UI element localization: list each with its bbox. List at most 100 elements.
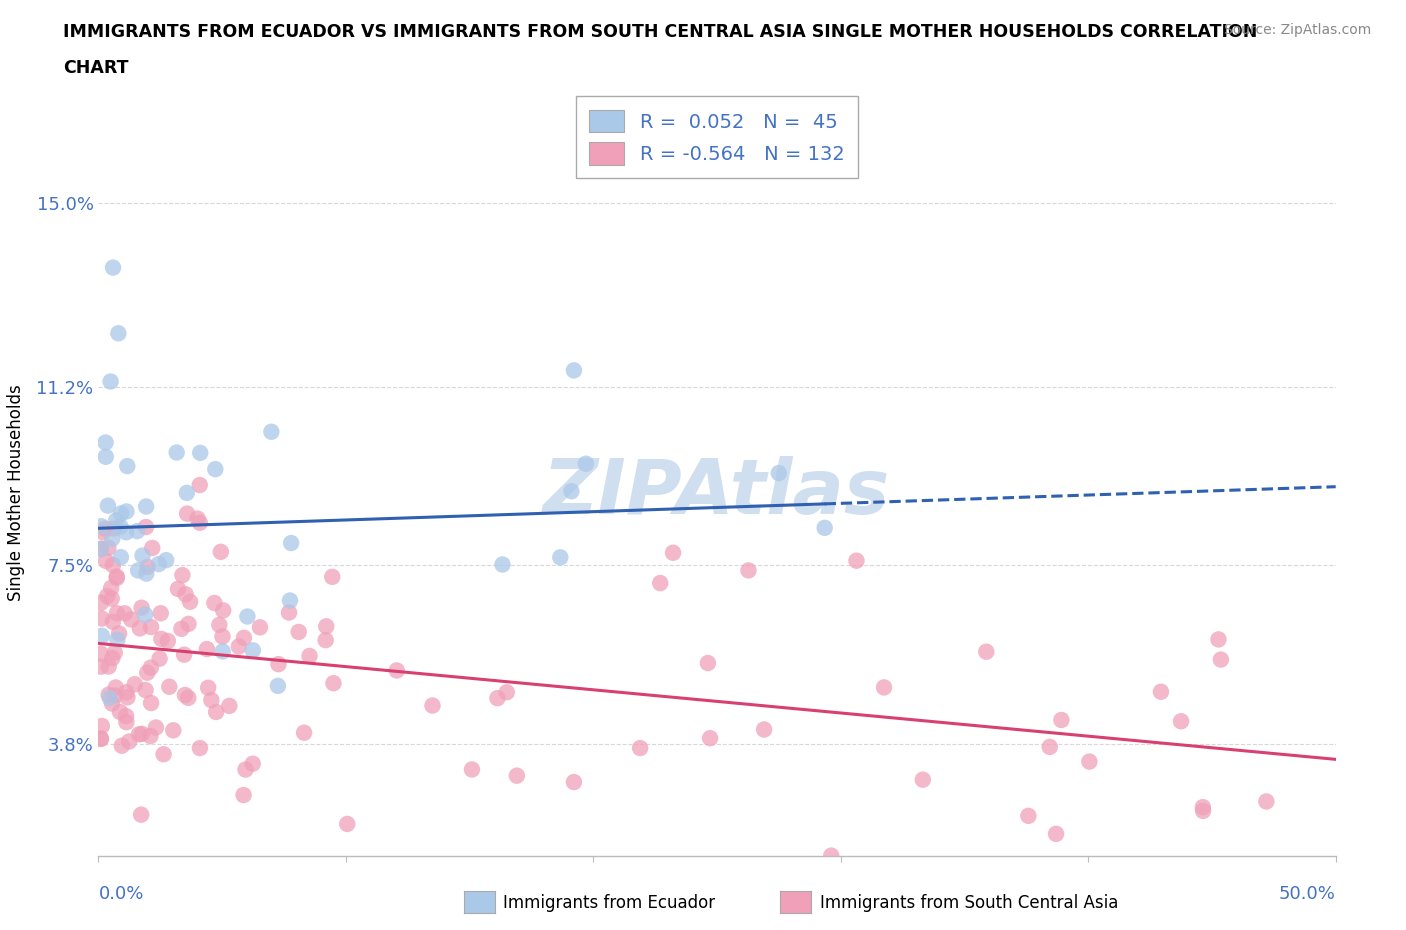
Point bbox=[232, 788, 254, 803]
Point bbox=[124, 677, 146, 692]
Point bbox=[1209, 652, 1232, 667]
Point bbox=[292, 725, 315, 740]
Point bbox=[111, 738, 134, 753]
Point bbox=[188, 478, 211, 493]
Point bbox=[155, 552, 177, 567]
Point bbox=[101, 651, 124, 666]
Point bbox=[1045, 827, 1067, 842]
Point bbox=[101, 260, 124, 275]
Point bbox=[662, 545, 685, 560]
Y-axis label: Single Mother Households: Single Mother Households bbox=[7, 384, 25, 602]
Point bbox=[131, 600, 153, 615]
Point bbox=[131, 726, 153, 741]
Point bbox=[120, 612, 142, 627]
Legend: R =  0.052   N =  45, R = -0.564   N = 132: R = 0.052 N = 45, R = -0.564 N = 132 bbox=[576, 97, 858, 179]
Point bbox=[90, 541, 112, 556]
Point bbox=[228, 639, 250, 654]
Point bbox=[90, 731, 112, 746]
Point bbox=[491, 557, 513, 572]
Point bbox=[139, 696, 162, 711]
Point bbox=[110, 550, 132, 565]
Point bbox=[152, 747, 174, 762]
Point bbox=[236, 609, 259, 624]
Point bbox=[103, 521, 125, 536]
Point bbox=[200, 693, 222, 708]
Point bbox=[218, 698, 240, 713]
Point bbox=[1170, 714, 1192, 729]
Point bbox=[135, 566, 157, 581]
Point bbox=[108, 626, 131, 641]
Point bbox=[115, 684, 138, 699]
Point bbox=[115, 504, 138, 519]
Point bbox=[150, 631, 173, 646]
Point bbox=[1050, 712, 1073, 727]
Point bbox=[135, 683, 157, 698]
Point bbox=[90, 519, 112, 534]
Point bbox=[278, 593, 301, 608]
Point bbox=[118, 734, 141, 749]
Point bbox=[486, 691, 509, 706]
Point bbox=[105, 569, 128, 584]
Point bbox=[145, 720, 167, 735]
Point bbox=[873, 680, 896, 695]
Point bbox=[235, 762, 257, 777]
Point bbox=[101, 615, 124, 630]
Point bbox=[188, 445, 211, 460]
Point bbox=[98, 691, 121, 706]
Text: IMMIGRANTS FROM ECUADOR VS IMMIGRANTS FROM SOUTH CENTRAL ASIA SINGLE MOTHER HOUS: IMMIGRANTS FROM ECUADOR VS IMMIGRANTS FR… bbox=[63, 23, 1257, 41]
Point bbox=[322, 676, 344, 691]
Point bbox=[267, 657, 290, 671]
Point bbox=[422, 698, 444, 713]
Point bbox=[814, 521, 837, 536]
Point bbox=[101, 558, 124, 573]
Point bbox=[336, 817, 359, 831]
Point bbox=[628, 740, 651, 755]
Text: CHART: CHART bbox=[63, 59, 129, 76]
Point bbox=[90, 659, 112, 674]
Point bbox=[278, 605, 301, 620]
Point bbox=[139, 660, 162, 675]
Point bbox=[148, 651, 170, 666]
Point bbox=[737, 563, 759, 578]
Point bbox=[90, 629, 112, 644]
Point bbox=[135, 499, 157, 514]
Point bbox=[562, 775, 585, 790]
Point bbox=[90, 595, 112, 610]
Text: 0.0%: 0.0% bbox=[98, 884, 143, 903]
Point bbox=[560, 484, 582, 498]
Point bbox=[135, 520, 157, 535]
Point bbox=[94, 521, 117, 536]
Point bbox=[287, 624, 309, 639]
Point bbox=[177, 690, 200, 705]
Point bbox=[562, 363, 585, 378]
Point bbox=[90, 611, 112, 626]
Point bbox=[1256, 794, 1278, 809]
Point bbox=[211, 629, 233, 644]
Point bbox=[650, 576, 672, 591]
Point bbox=[136, 560, 159, 575]
Point bbox=[90, 732, 112, 747]
Text: ZIPAtlas: ZIPAtlas bbox=[543, 456, 891, 530]
Text: 50.0%: 50.0% bbox=[1279, 884, 1336, 903]
Point bbox=[211, 644, 233, 658]
Point bbox=[128, 727, 150, 742]
Point bbox=[97, 687, 120, 702]
Point bbox=[188, 740, 211, 755]
Point bbox=[105, 513, 128, 528]
Text: Source: ZipAtlas.com: Source: ZipAtlas.com bbox=[1223, 23, 1371, 37]
Point bbox=[385, 663, 408, 678]
Point bbox=[1078, 754, 1101, 769]
Point bbox=[156, 633, 179, 648]
Point bbox=[131, 548, 153, 563]
Point bbox=[820, 848, 842, 863]
Point bbox=[96, 589, 118, 604]
Point bbox=[148, 557, 170, 572]
Point bbox=[100, 580, 122, 595]
Point bbox=[134, 607, 156, 622]
Point bbox=[575, 457, 598, 472]
Point bbox=[115, 715, 138, 730]
Point bbox=[104, 645, 127, 660]
Point bbox=[197, 681, 219, 696]
Point bbox=[97, 659, 120, 674]
Point bbox=[315, 618, 337, 633]
